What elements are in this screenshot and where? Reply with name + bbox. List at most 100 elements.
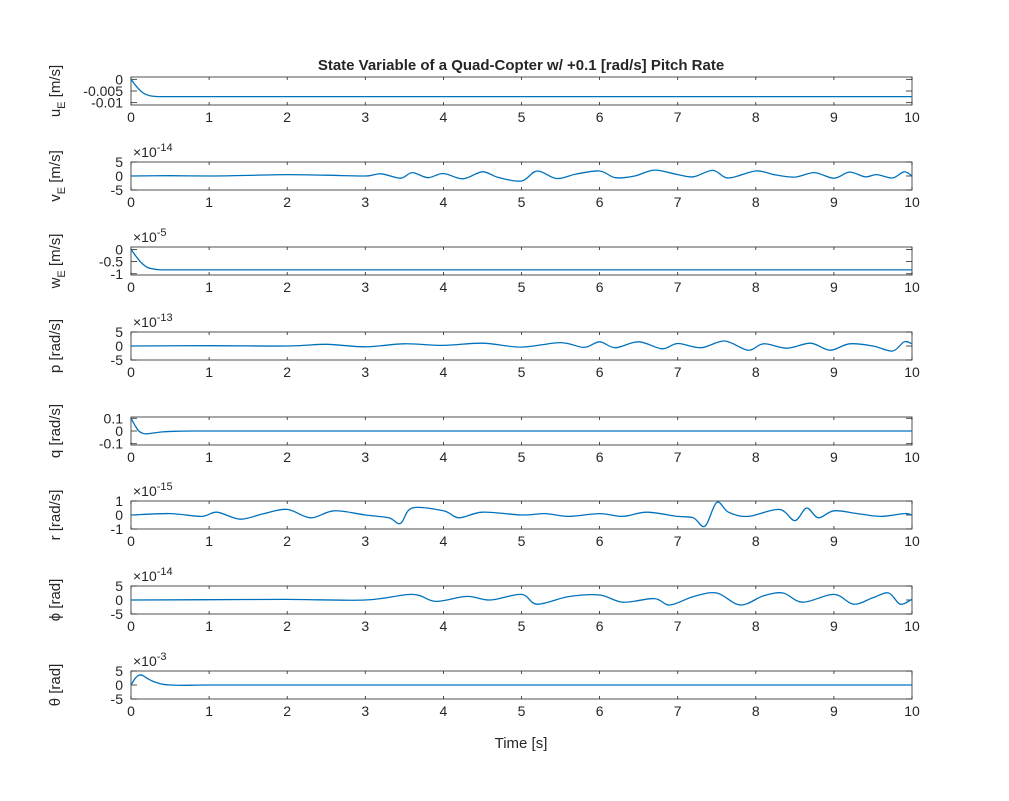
x-tick-label: 5	[518, 618, 526, 634]
x-tick-label: 2	[283, 533, 291, 549]
x-tick-label: 1	[205, 279, 213, 295]
y-tick-label: 0	[115, 71, 123, 87]
x-tick-label: 6	[596, 533, 604, 549]
subplot-3: 0 1 2 3 4 5 6 7 8 9 10 0-0.5-1 ×10-5 wE [m/s]	[47, 227, 920, 295]
y-axis-label: uE [m/s]	[47, 65, 68, 117]
y-tick-label: 1	[115, 493, 123, 509]
x-tick-label: 1	[205, 364, 213, 380]
x-tick-label: 0	[127, 279, 135, 295]
x-tick-label: 4	[440, 703, 448, 719]
x-tick-label: 8	[752, 109, 760, 125]
y-tick-label: 0	[115, 338, 123, 354]
x-tick-label: 7	[674, 109, 682, 125]
x-tick-label: 2	[283, 364, 291, 380]
x-tick-label: 5	[518, 279, 526, 295]
x-tick-label: 3	[361, 109, 369, 125]
x-tick-label: 2	[283, 449, 291, 465]
y-tick-label: 0	[115, 592, 123, 608]
x-tick-label: 7	[674, 449, 682, 465]
y-tick-label: 5	[115, 578, 123, 594]
y-tick-label: 5	[115, 663, 123, 679]
x-tick-label: 8	[752, 703, 760, 719]
x-tick-label: 7	[674, 194, 682, 210]
x-tick-label: 9	[830, 449, 838, 465]
x-tick-label: 6	[596, 279, 604, 295]
x-tick-label: 5	[518, 703, 526, 719]
x-tick-label: 6	[596, 618, 604, 634]
series-line	[130, 169, 913, 182]
x-tick-label: 2	[283, 703, 291, 719]
x-tick-label: 5	[518, 364, 526, 380]
x-tick-label: 6	[596, 449, 604, 465]
x-tick-label: 7	[674, 618, 682, 634]
x-tick-label: 7	[674, 703, 682, 719]
x-tick-label: 0	[127, 449, 135, 465]
plot-area	[130, 246, 913, 276]
x-tick-label: 2	[283, 618, 291, 634]
x-tick-label: 0	[127, 703, 135, 719]
subplot-5: 0 1 2 3 4 5 6 7 8 9 100.10-0.1q [rad/s]	[47, 404, 920, 465]
y-tick-label: -1	[111, 521, 124, 537]
exponent-label: ×10-14	[133, 566, 173, 584]
y-tick-label: -5	[111, 691, 124, 707]
exponent-label: ×10-14	[133, 142, 173, 160]
x-tick-label: 4	[440, 533, 448, 549]
x-tick-label: 4	[440, 364, 448, 380]
y-tick-label: 5	[115, 154, 123, 170]
series-line	[130, 249, 912, 271]
series-line	[130, 674, 912, 686]
exponent-label: ×10-13	[133, 312, 173, 330]
x-tick-label: 3	[361, 279, 369, 295]
x-tick-label: 7	[674, 364, 682, 380]
x-tick-label: 1	[205, 194, 213, 210]
y-tick-label: -0.1	[99, 436, 123, 452]
x-tick-label: 7	[674, 279, 682, 295]
x-tick-label: 4	[440, 618, 448, 634]
y-tick-label: 0	[115, 423, 123, 439]
x-tick-label: 3	[361, 449, 369, 465]
chart-title: State Variable of a Quad-Copter w/ +0.1 …	[318, 57, 724, 74]
x-tick-label: 0	[127, 618, 135, 634]
y-tick-label: 0	[115, 507, 123, 523]
plot-area	[130, 76, 913, 106]
x-tick-label: 9	[830, 703, 838, 719]
x-tick-label: 8	[752, 279, 760, 295]
x-tick-label: 10	[904, 618, 920, 634]
x-tick-label: 7	[674, 533, 682, 549]
y-axis-label: p [rad/s]	[47, 319, 64, 373]
x-tick-label: 0	[127, 109, 135, 125]
y-tick-label: 5	[115, 324, 123, 340]
y-axis-label: wE [m/s]	[47, 234, 68, 290]
x-tick-label: 9	[830, 533, 838, 549]
y-axis-label: θ [rad]	[47, 664, 64, 707]
x-axis-label: Time [s]	[495, 735, 548, 752]
exponent-label: ×10-3	[133, 651, 167, 669]
x-tick-label: 3	[361, 364, 369, 380]
x-tick-label: 9	[830, 194, 838, 210]
x-tick-label: 6	[596, 194, 604, 210]
x-tick-label: 2	[283, 279, 291, 295]
x-tick-label: 10	[904, 109, 920, 125]
y-tick-label: -5	[111, 182, 124, 198]
x-tick-label: 2	[283, 194, 291, 210]
x-tick-label: 8	[752, 533, 760, 549]
y-axis-label: vE [m/s]	[47, 150, 68, 202]
y-tick-label: -5	[111, 352, 124, 368]
y-tick-label: 0	[115, 241, 123, 257]
x-tick-label: 1	[205, 618, 213, 634]
x-tick-label: 10	[904, 279, 920, 295]
x-tick-label: 5	[518, 109, 526, 125]
x-tick-label: 1	[205, 449, 213, 465]
x-tick-label: 10	[904, 194, 920, 210]
x-tick-label: 9	[830, 279, 838, 295]
series-line	[130, 417, 912, 435]
subplot-1: 0 1 2 3 4 5 6 7 8 9 10 0-0.005-0.01 uE [m/s]	[47, 65, 920, 125]
x-tick-label: 4	[440, 194, 448, 210]
x-tick-label: 10	[904, 364, 920, 380]
x-tick-label: 0	[127, 364, 135, 380]
x-tick-label: 4	[440, 449, 448, 465]
